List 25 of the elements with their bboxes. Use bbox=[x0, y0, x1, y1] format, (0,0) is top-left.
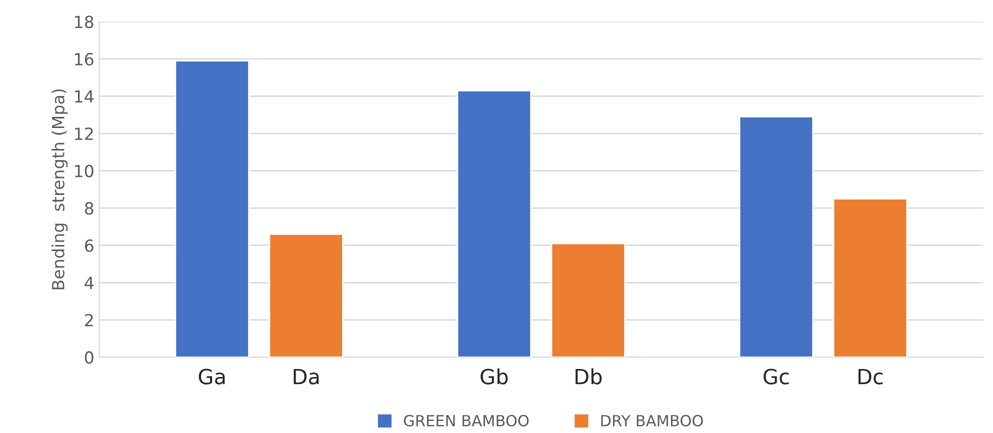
x-tick-label: Ga bbox=[198, 368, 225, 384]
y-tick-label: 12 bbox=[75, 127, 93, 140]
y-axis-title: Bending strength (Mpa) bbox=[52, 89, 68, 290]
legend-label: DRY BAMBOO bbox=[601, 414, 703, 426]
y-tick-label: 0 bbox=[84, 351, 94, 364]
x-tick-label: Db bbox=[576, 368, 602, 384]
x-tick-label: Gc bbox=[764, 368, 789, 384]
bar bbox=[832, 198, 908, 358]
y-tick-label: 8 bbox=[84, 202, 94, 215]
y-tick-label: 2 bbox=[85, 314, 93, 326]
x-tick-label: Gb bbox=[480, 368, 508, 384]
x-tick-label: Dc bbox=[858, 368, 883, 384]
y-tick-label: 4 bbox=[84, 276, 94, 289]
legend-label: GREEN BAMBOO bbox=[404, 414, 529, 426]
y-tick-label: 14 bbox=[75, 90, 94, 103]
y-tick-label: 6 bbox=[85, 239, 94, 252]
bar bbox=[174, 60, 250, 358]
bar bbox=[738, 116, 814, 358]
bar bbox=[550, 242, 626, 358]
bar bbox=[268, 233, 344, 358]
y-tick-label: 18 bbox=[75, 16, 94, 28]
x-tick-label: Da bbox=[294, 368, 319, 384]
bar bbox=[456, 90, 532, 358]
y-tick-label: 10 bbox=[75, 164, 94, 178]
y-tick-label: 16 bbox=[75, 52, 94, 66]
